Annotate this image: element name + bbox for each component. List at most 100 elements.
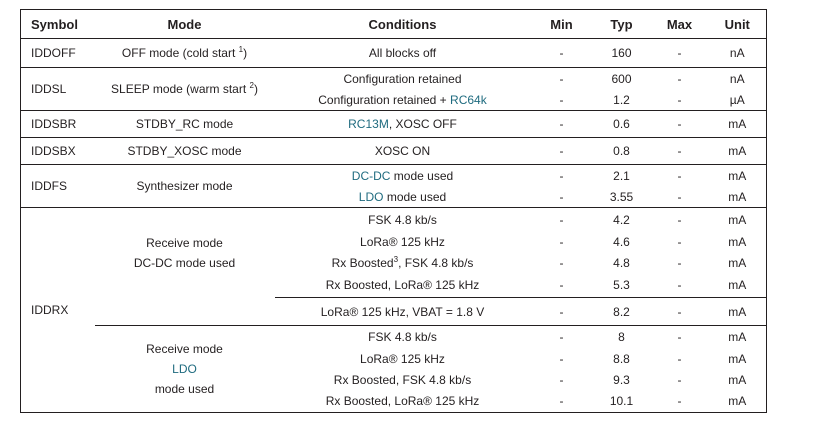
mode-cell: Synthesizer mode [94, 164, 275, 208]
typ-cell: 1.2 [592, 89, 651, 111]
ldo-link[interactable]: LDO [358, 189, 384, 204]
min-cell: - [530, 273, 593, 298]
max-cell: - [650, 110, 709, 138]
table-row: Rx Boosted, LoRa® 125 kHz - 10.1 - mA [21, 390, 767, 413]
max-cell: - [650, 186, 709, 208]
typ-cell: 8.8 [613, 352, 630, 366]
typ-cell: 3.55 [592, 186, 651, 208]
table-row: Configuration retained + RC64k - 1.2 - µ… [21, 89, 767, 111]
typ-cell: 600 [611, 71, 632, 86]
header-typ: Typ [592, 9, 651, 39]
typ-cell: 0.6 [592, 110, 651, 138]
min-cell: - [530, 89, 593, 111]
unit-cell: mA [728, 256, 747, 270]
unit-cell: mA [708, 390, 767, 413]
typ-cell: 2.1 [613, 168, 630, 183]
min-cell: - [530, 297, 593, 326]
max-cell: - [650, 273, 709, 298]
unit-cell: mA [708, 137, 767, 165]
mode-cell: Receive mode LDO mode used [94, 325, 275, 413]
max-cell: - [650, 390, 709, 413]
max-cell: - [677, 235, 682, 249]
conditions-cell: Configuration retained + RC64k [274, 89, 531, 111]
max-cell: - [677, 330, 682, 345]
unit-cell: mA [708, 110, 767, 138]
table-row: Rx Boosted3, FSK 4.8 kb/s - 4.8 - mA [21, 253, 767, 274]
max-cell: - [677, 71, 682, 86]
conditions-cell: LDO mode used [274, 186, 531, 208]
conditions-cell: Configuration retained [343, 71, 462, 86]
conditions-cell: Rx Boosted, LoRa® 125 kHz [274, 273, 531, 298]
conditions-cell: LoRa® 125 kHz, VBAT = 1.8 V [274, 297, 531, 326]
typ-cell: 4.2 [613, 212, 630, 227]
symbol-cell: IDDSL [20, 67, 95, 111]
unit-cell: mA [728, 373, 747, 387]
table-row: IDDOFF OFF mode (cold start 1) All block… [20, 38, 767, 68]
min-cell: - [559, 168, 564, 183]
min-cell: - [530, 38, 593, 68]
conditions-cell: DC-DC mode used [351, 168, 454, 183]
table-row: IDDFS Synthesizer mode DC-DC mode used -… [20, 164, 767, 208]
unit-cell: mA [728, 168, 747, 183]
unit-cell: µA [708, 89, 767, 111]
unit-cell: nA [708, 38, 767, 68]
min-cell: - [530, 110, 593, 138]
max-cell: - [650, 89, 709, 111]
unit-cell: mA [728, 352, 747, 366]
min-cell: - [530, 137, 593, 165]
rc64k-link[interactable]: RC64k [450, 92, 487, 107]
header-min: Min [530, 9, 593, 39]
current-consumption-table: Symbol Mode Conditions Min Typ Max Unit … [20, 9, 767, 413]
table-row: IDDRX Receive mode DC-DC mode used FSK 4.… [20, 207, 767, 413]
conditions-cell: All blocks off [274, 38, 531, 68]
table-row: IDDSBR STDBY_RC mode RC13M, XOSC OFF - 0… [20, 110, 767, 138]
table-row: LDO mode used - 3.55 - mA [21, 186, 767, 208]
symbol-cell: IDDRX [20, 207, 95, 413]
dcdc-link[interactable]: DC-DC [351, 168, 391, 183]
table-row: IDDSL SLEEP mode (warm start 2) Configur… [20, 67, 767, 111]
min-cell: - [559, 352, 564, 366]
mode-cell-empty [94, 297, 275, 326]
min-cell: - [559, 71, 564, 86]
typ-cell: 8 [618, 330, 625, 345]
mode-cell: OFF mode (cold start 1) [94, 38, 275, 68]
unit-cell: mA [708, 186, 767, 208]
mode-cell: Receive mode DC-DC mode used [133, 235, 236, 270]
unit-cell: nA [729, 71, 745, 86]
table-row: Receive mode LDO mode used FSK 4.8 kb/s -… [21, 325, 767, 413]
unit-cell: mA [708, 297, 767, 326]
unit-cell: mA [728, 235, 747, 249]
rc13m-link[interactable]: RC13M [348, 117, 389, 131]
conditions-cell: LoRa® 125 kHz [360, 352, 445, 366]
ldo-link[interactable]: LDO [172, 361, 197, 376]
typ-cell: 5.3 [592, 273, 651, 298]
min-cell: - [559, 235, 564, 249]
header-row: Symbol Mode Conditions Min Typ Max Unit [20, 9, 767, 39]
table-row: IDDSBX STDBY_XOSC mode XOSC ON - 0.8 - m… [20, 137, 767, 165]
table-row: LoRa® 125 kHz - 8.8 - mA [21, 349, 767, 370]
header-symbol: Symbol [20, 9, 95, 39]
header-unit: Unit [708, 9, 767, 39]
conditions-cell: Rx Boosted, LoRa® 125 kHz [274, 390, 531, 413]
typ-cell: 4.8 [613, 256, 630, 270]
symbol-cell: IDDSBX [20, 137, 95, 165]
conditions-cell: XOSC ON [274, 137, 531, 165]
max-cell: - [650, 137, 709, 165]
conditions-cell: FSK 4.8 kb/s [368, 330, 437, 345]
table-row: Rx Boosted, LoRa® 125 kHz - 5.3 - mA [21, 273, 767, 298]
max-cell: - [677, 256, 682, 270]
min-cell: - [530, 186, 593, 208]
conditions-cell: Rx Boosted3, FSK 4.8 kb/s [331, 255, 474, 271]
conditions-cell: Rx Boosted, FSK 4.8 kb/s [333, 373, 472, 387]
typ-cell: 160 [592, 38, 651, 68]
typ-cell: 4.6 [613, 235, 630, 249]
min-cell: - [559, 212, 564, 227]
table-row: Rx Boosted, FSK 4.8 kb/s - 9.3 - mA [21, 370, 767, 391]
conditions-cell: LoRa® 125 kHz [360, 235, 445, 249]
unit-cell: mA [708, 273, 767, 298]
max-cell: - [677, 352, 682, 366]
min-cell: - [559, 256, 564, 270]
max-cell: - [677, 212, 682, 227]
mode-cell: STDBY_RC mode [94, 110, 275, 138]
conditions-cell: RC13M, XOSC OFF [274, 110, 531, 138]
